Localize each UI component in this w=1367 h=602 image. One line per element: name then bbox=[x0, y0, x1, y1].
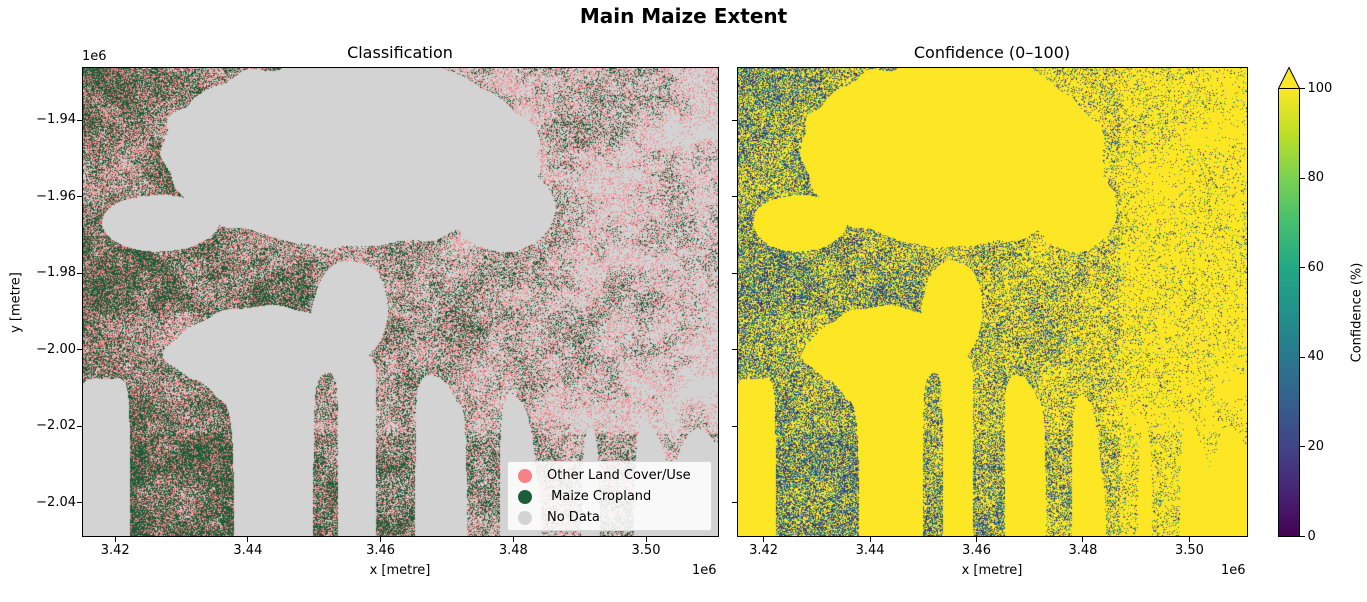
confidence-y-tick-mark bbox=[732, 502, 737, 504]
confidence-title: Confidence (0–100) bbox=[913, 43, 1071, 62]
classification-y-tick-mark bbox=[77, 196, 82, 198]
legend-item-maize-cropland: Maize Cropland bbox=[508, 486, 711, 507]
confidence-x-tick-mark bbox=[1082, 537, 1084, 542]
colorbar-gradient bbox=[1278, 88, 1300, 537]
colorbar-tick-mark bbox=[1299, 356, 1305, 358]
confidence-x-tick-mark bbox=[763, 537, 765, 542]
classification-legend: Other Land Cover/Use Maize Cropland No D… bbox=[507, 461, 712, 531]
confidence-x-tick-mark bbox=[1188, 537, 1190, 542]
classification-title: Classification bbox=[347, 43, 453, 62]
colorbar-extend-arrow bbox=[1277, 66, 1301, 89]
classification-y-tick-mark bbox=[77, 349, 82, 351]
classification-x-tick-mark bbox=[114, 537, 116, 542]
colorbar-tick-mark bbox=[1299, 88, 1305, 89]
classification-y-tick-mark bbox=[77, 425, 82, 427]
classification-x-tick-label: 3.50 bbox=[631, 543, 661, 558]
figure-title: Main Maize Extent bbox=[579, 4, 788, 28]
confidence-x-label: x [metre] bbox=[961, 563, 1023, 578]
colorbar-tick-mark bbox=[1299, 267, 1305, 269]
confidence-y-tick-mark bbox=[732, 425, 737, 427]
classification-y-tick-mark bbox=[77, 502, 82, 504]
colorbar-tick-label: 40 bbox=[1307, 349, 1325, 365]
colorbar-tick-label: 60 bbox=[1307, 259, 1325, 275]
classification-y-tick-mark bbox=[77, 119, 82, 121]
confidence-y-tick-mark bbox=[732, 272, 737, 274]
legend-item-other-land-cover: Other Land Cover/Use bbox=[508, 465, 711, 486]
classification-x-tick-mark bbox=[645, 537, 647, 542]
legend-label-nodata: No Data bbox=[547, 510, 600, 525]
confidence-y-tick-mark bbox=[732, 119, 737, 121]
colorbar-tick-mark bbox=[1299, 177, 1305, 179]
classification-y-offset-label: 1e6 bbox=[82, 49, 107, 64]
legend-swatch-maize bbox=[518, 489, 532, 504]
classification-x-label: x [metre] bbox=[369, 563, 431, 578]
colorbar-tick-label: 0 bbox=[1307, 528, 1316, 544]
confidence-y-tick-mark bbox=[732, 349, 737, 351]
confidence-x-tick-label: 3.48 bbox=[1068, 543, 1098, 558]
legend-swatch-other bbox=[518, 468, 532, 483]
classification-y-tick-label: −1.94 bbox=[36, 112, 76, 128]
classification-x-tick-mark bbox=[512, 537, 514, 542]
classification-x-tick-label: 3.42 bbox=[100, 543, 130, 558]
colorbar bbox=[1277, 66, 1301, 537]
classification-x-offset-label: 1e6 bbox=[692, 563, 717, 578]
confidence-x-tick-label: 3.42 bbox=[749, 543, 779, 558]
classification-y-tick-mark bbox=[77, 272, 82, 274]
classification-y-tick-label: −1.96 bbox=[36, 188, 76, 204]
confidence-y-tick-mark bbox=[732, 196, 737, 198]
confidence-x-tick-mark bbox=[869, 537, 871, 542]
confidence-map bbox=[737, 67, 1248, 537]
colorbar-tick-mark bbox=[1299, 446, 1305, 448]
legend-label-maize: Maize Cropland bbox=[547, 489, 652, 504]
classification-map bbox=[82, 67, 719, 537]
legend-item-no-data: No Data bbox=[508, 507, 711, 528]
confidence-raster bbox=[738, 68, 1247, 536]
classification-x-tick-label: 3.48 bbox=[498, 543, 528, 558]
confidence-x-tick-label: 3.44 bbox=[855, 543, 885, 558]
colorbar-tick-label: 20 bbox=[1307, 438, 1325, 454]
confidence-x-tick-mark bbox=[976, 537, 978, 542]
classification-x-tick-mark bbox=[380, 537, 382, 542]
classification-x-tick-label: 3.44 bbox=[233, 543, 263, 558]
legend-label-other: Other Land Cover/Use bbox=[547, 468, 691, 483]
confidence-x-tick-label: 3.46 bbox=[962, 543, 991, 558]
confidence-x-tick-label: 3.50 bbox=[1174, 543, 1204, 558]
classification-x-tick-mark bbox=[247, 537, 249, 542]
classification-y-tick-label: −2.02 bbox=[36, 418, 76, 434]
classification-raster bbox=[83, 68, 718, 536]
colorbar-frame bbox=[1278, 88, 1300, 537]
colorbar-label: Confidence (%) bbox=[1349, 262, 1365, 363]
colorbar-tick-label: 80 bbox=[1307, 170, 1325, 186]
legend-swatch-nodata bbox=[518, 510, 532, 525]
classification-y-tick-label: −2.04 bbox=[36, 494, 76, 510]
confidence-x-offset-label: 1e6 bbox=[1221, 563, 1246, 578]
classification-y-tick-label: −2.00 bbox=[36, 341, 76, 357]
colorbar-tick-mark bbox=[1299, 536, 1305, 537]
classification-x-tick-label: 3.46 bbox=[366, 543, 396, 558]
classification-y-tick-label: −1.98 bbox=[36, 265, 76, 281]
colorbar-tick-label: 100 bbox=[1307, 80, 1333, 96]
